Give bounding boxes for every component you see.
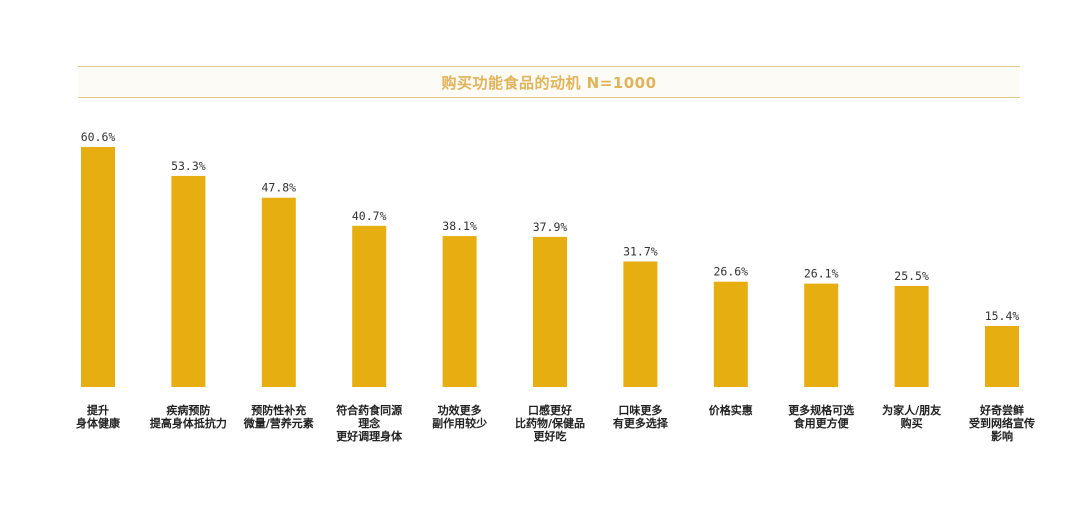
value-label-2: 47.8%: [261, 181, 296, 195]
chart-title-band: 购买功能食品的动机 N=1000: [78, 66, 1020, 98]
bar-9: [894, 286, 929, 387]
value-label-4: 38.1%: [442, 219, 477, 233]
category-label-7: 价格实惠: [709, 403, 753, 417]
bar-3: [352, 225, 387, 387]
bar-5: [533, 236, 567, 387]
category-label-8: 更多规格可选食用更方便: [788, 403, 854, 430]
category-label-4: 功效更多副作用较少: [432, 403, 487, 430]
value-label-5: 37.9%: [533, 220, 568, 234]
value-label-8: 26.1%: [804, 267, 839, 281]
value-label-3: 40.7%: [352, 209, 387, 223]
bar-6: [623, 261, 658, 387]
bar-4: [442, 236, 477, 387]
bar-10: [985, 326, 1019, 387]
value-label-1: 53.3%: [171, 159, 206, 173]
value-label-0: 60.6%: [81, 130, 116, 144]
category-label-3: 符合药食同源理念更好调理身体: [336, 403, 403, 443]
category-label-0: 提升身体健康: [76, 403, 121, 430]
bar-2: [261, 197, 296, 387]
category-label-6: 口味更多有更多选择: [613, 403, 669, 430]
chart-title: 购买功能食品的动机 N=1000: [441, 73, 657, 92]
value-label-7: 26.6%: [713, 265, 748, 279]
bar-0: [81, 147, 115, 387]
value-label-10: 15.4%: [985, 309, 1020, 323]
bar-7: [713, 281, 748, 387]
value-label-6: 31.7%: [623, 245, 658, 259]
category-label-10: 好奇尝鲜受到网络宣传影响: [969, 403, 1035, 443]
bar-8: [804, 283, 839, 387]
bar-1: [171, 175, 206, 387]
category-label-9: 为家人/朋友购买: [882, 403, 941, 430]
value-label-9: 25.5%: [894, 269, 929, 283]
category-label-1: 疾病预防提高身体抵抗力: [150, 403, 227, 430]
category-label-2: 预防性补充微量/营养元素: [243, 403, 314, 430]
category-label-5: 口感更好比药物/保健品更好吃: [515, 403, 585, 443]
